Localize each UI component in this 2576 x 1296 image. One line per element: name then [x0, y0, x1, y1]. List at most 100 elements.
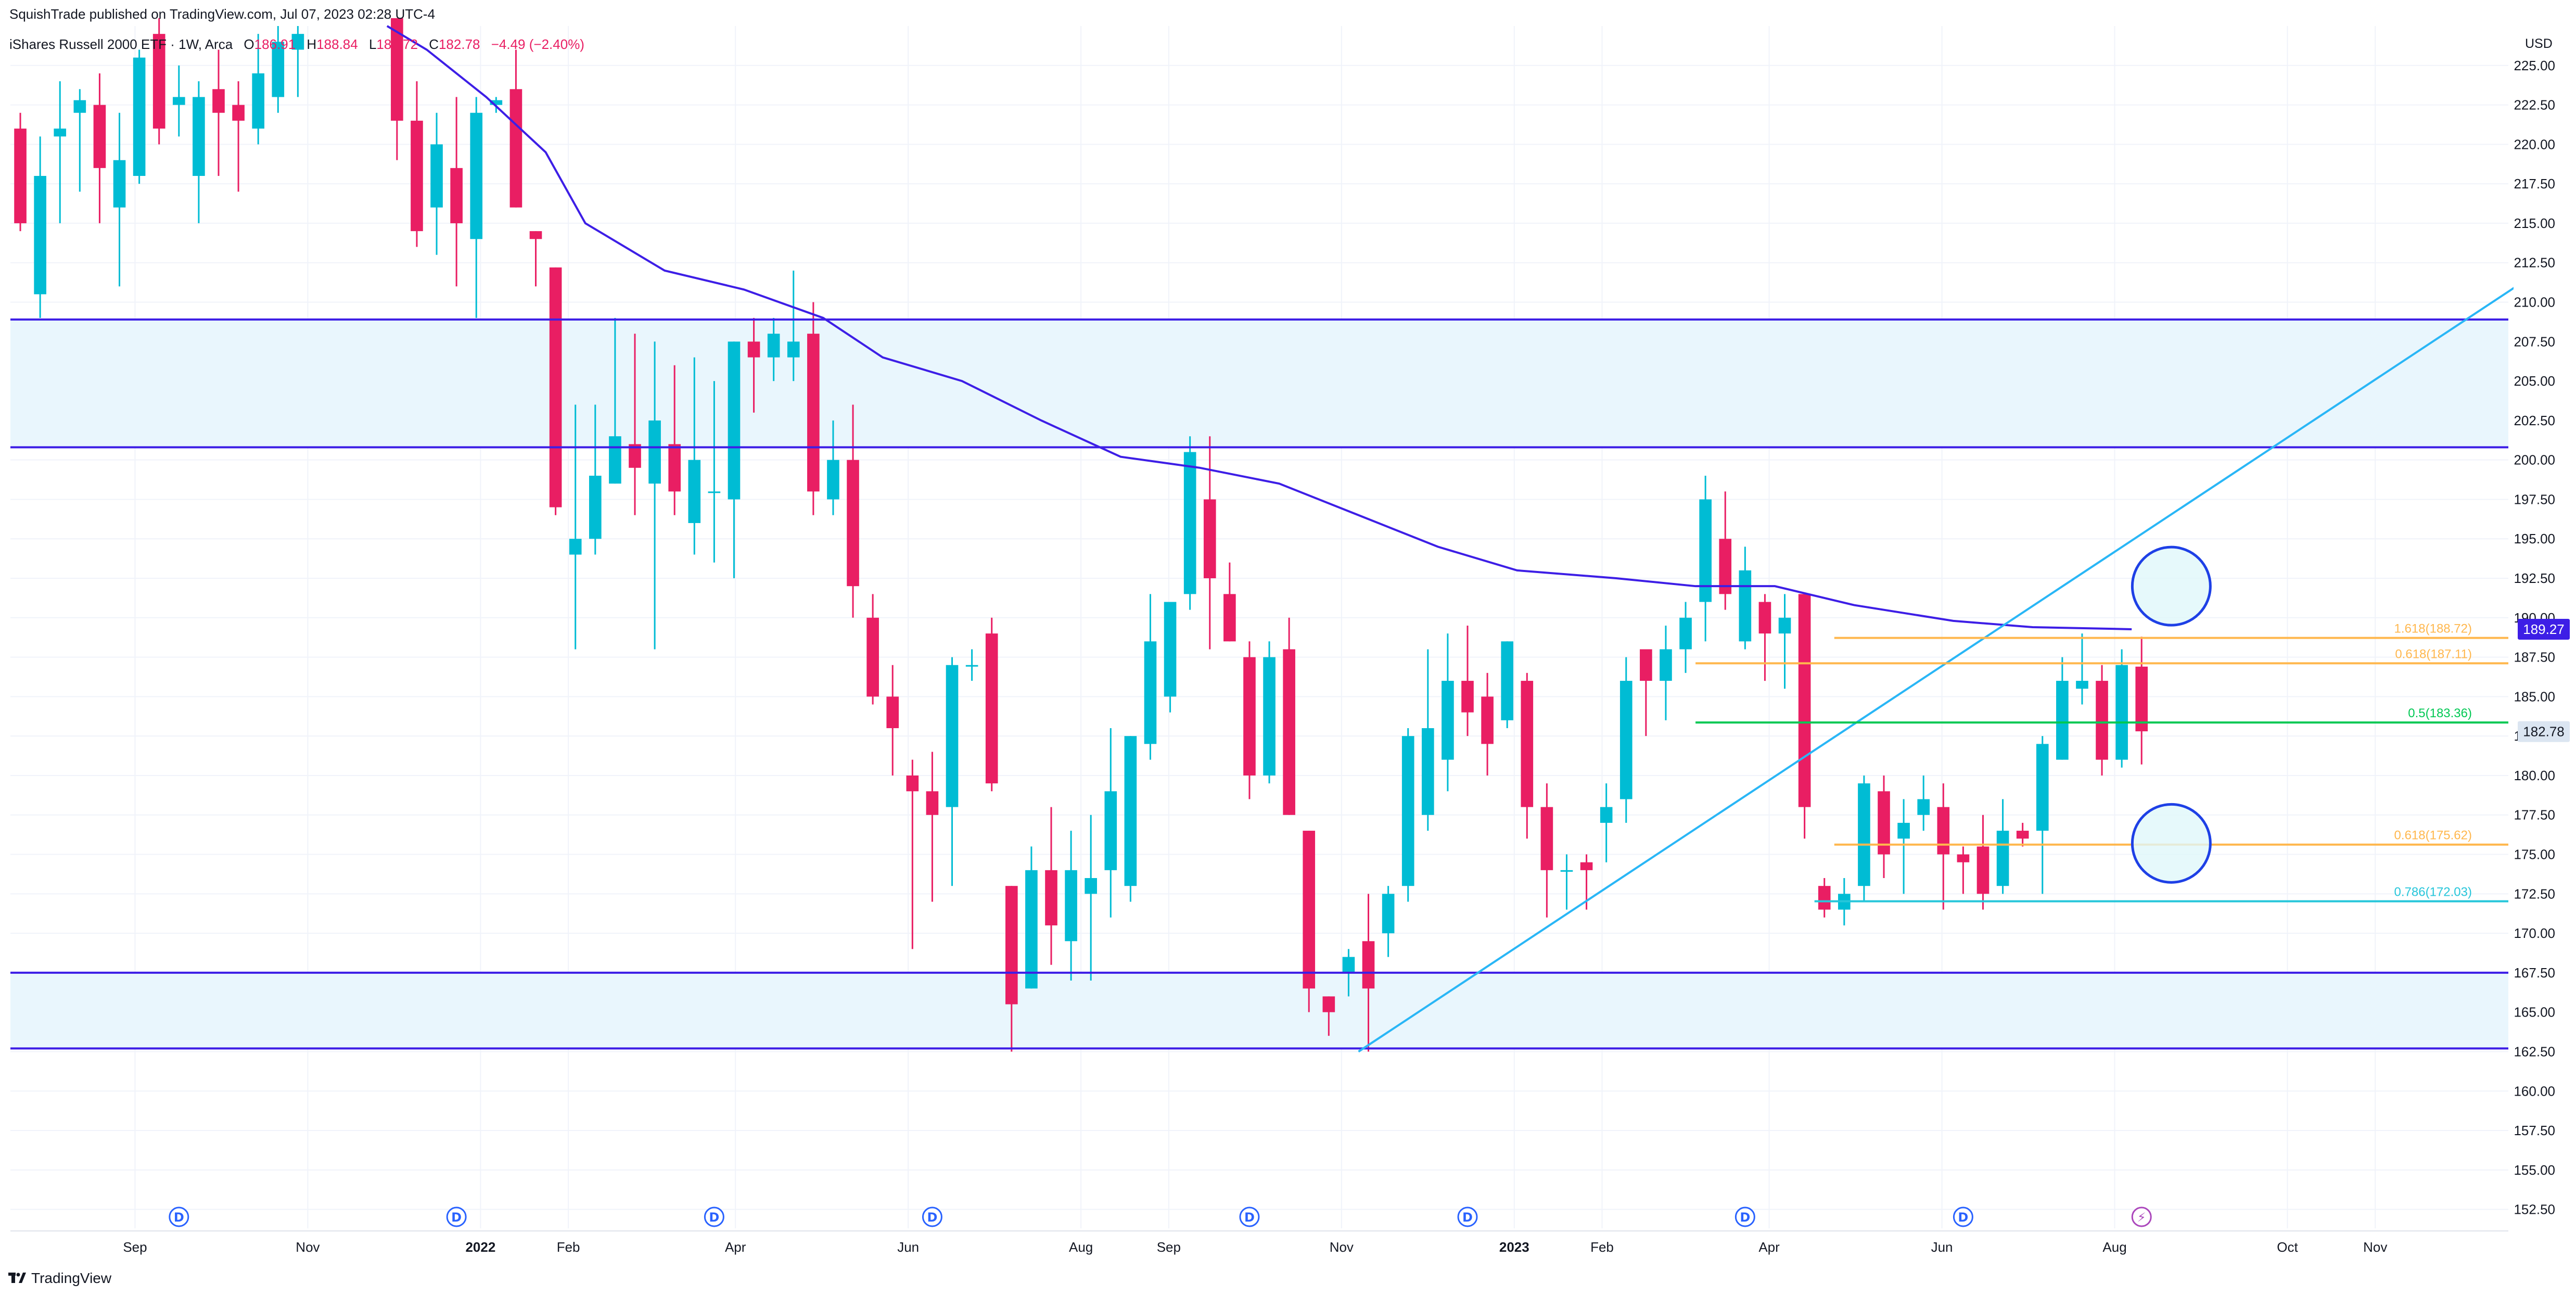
candle — [252, 34, 264, 145]
tradingview-brand: TradingView — [31, 1270, 112, 1286]
earnings-event-icon[interactable]: ⚡ — [2131, 1206, 2152, 1227]
candle — [2135, 637, 2148, 765]
dividend-event-icon[interactable]: D — [169, 1206, 189, 1227]
candle-body — [450, 168, 463, 223]
candle-body — [1342, 957, 1355, 973]
tradingview-footer[interactable]: TradingView — [8, 1270, 111, 1287]
moving-average-line — [386, 25, 2132, 630]
candle — [1223, 562, 1236, 642]
candle — [73, 89, 86, 192]
fib-level-label: 1.618(188.72) — [2394, 622, 2472, 636]
candle-body — [1897, 822, 1910, 839]
event-marker — [1457, 1206, 1478, 1227]
candle — [1778, 594, 1791, 689]
candle-body — [173, 97, 185, 105]
candle-body — [1005, 886, 1018, 1005]
candle — [985, 617, 998, 792]
price-tick-label: 167.50 — [2514, 965, 2555, 981]
candle — [767, 317, 780, 382]
candle-body — [1303, 831, 1316, 989]
price-label-text: 182.78 — [2523, 724, 2565, 740]
dividend-event-icon[interactable]: D — [1735, 1206, 1755, 1227]
candle-body — [728, 341, 741, 500]
candle-body — [807, 334, 820, 492]
event-label: D — [709, 1210, 719, 1225]
symbol-legend: iShares Russell 2000 ETF · 1W, Arca O186… — [9, 36, 584, 53]
candle — [807, 302, 820, 515]
event-label: D — [927, 1210, 937, 1225]
candle-body — [272, 42, 285, 97]
candle-body — [708, 491, 721, 493]
price-tick-label: 202.50 — [2514, 413, 2555, 428]
price-tick-label: 197.50 — [2514, 491, 2555, 507]
candle-body — [1124, 736, 1137, 886]
candle — [1065, 831, 1077, 981]
candle-body — [648, 420, 661, 484]
candle — [965, 649, 978, 681]
high-label: H — [307, 36, 317, 52]
time-tick-label: 2022 — [465, 1239, 495, 1255]
candle — [2076, 633, 2088, 705]
dividend-event-icon[interactable]: D — [1457, 1206, 1478, 1227]
dividend-event-icon[interactable]: D — [1239, 1206, 1260, 1227]
event-marker — [2131, 1206, 2152, 1227]
candle — [1283, 617, 1295, 815]
price-tick-label: 207.50 — [2514, 334, 2555, 349]
candle-body — [2135, 666, 2148, 732]
candle — [152, 18, 165, 145]
candle — [549, 267, 562, 515]
time-tick-label: Sep — [123, 1239, 147, 1255]
candle — [193, 81, 205, 223]
candle-body — [212, 89, 225, 113]
price-tick-label: 195.00 — [2514, 531, 2555, 547]
event-label: ⚡ — [2137, 1210, 2146, 1225]
candle-body — [1719, 539, 1732, 594]
time-tick-label: 2023 — [1499, 1239, 1529, 1255]
candle-body — [1025, 870, 1038, 989]
candle-body — [1481, 696, 1494, 744]
candle-body — [34, 175, 46, 295]
candle — [1996, 799, 2009, 894]
event-marker — [1239, 1206, 1260, 1227]
candle — [1878, 775, 1890, 879]
price-tick-label: 222.50 — [2514, 97, 2555, 113]
candle-body — [470, 112, 483, 239]
candle — [1521, 672, 1534, 839]
candle — [589, 404, 602, 555]
dividend-event-icon[interactable]: D — [1953, 1206, 1973, 1227]
price-tick-label: 215.00 — [2514, 215, 2555, 231]
candle-body — [827, 460, 839, 500]
candle — [1897, 799, 1910, 894]
candle — [1758, 594, 1771, 681]
candle — [728, 341, 741, 579]
candle-body — [1758, 602, 1771, 634]
candle-body — [609, 436, 621, 484]
candle — [1619, 657, 1633, 823]
dividend-event-icon[interactable]: D — [446, 1206, 467, 1227]
time-tick-label: Nov — [1330, 1239, 1354, 1255]
candle-body — [232, 105, 245, 121]
event-label: D — [174, 1210, 184, 1225]
candle-body — [629, 444, 641, 468]
candle — [1818, 878, 1831, 918]
event-marker — [169, 1206, 189, 1227]
symbol-name[interactable]: iShares Russell 2000 ETF · 1W, Arca — [9, 36, 233, 52]
candle — [1699, 475, 1712, 642]
dividend-event-icon[interactable]: D — [922, 1206, 942, 1227]
candle-body — [589, 475, 602, 539]
dividend-event-icon[interactable]: D — [704, 1206, 724, 1227]
candle-body — [529, 231, 542, 239]
candle-body — [688, 460, 701, 523]
candle-body — [1183, 452, 1196, 594]
price-tick-label: 200.00 — [2514, 452, 2555, 468]
candle-body — [549, 267, 562, 507]
candle-body — [113, 160, 126, 208]
event-label: D — [1244, 1210, 1255, 1225]
candle-body — [926, 791, 939, 815]
candle-body — [152, 34, 165, 129]
candle — [1025, 846, 1038, 989]
time-tick-label: Jun — [1931, 1239, 1953, 1255]
highlight-circle — [2131, 803, 2212, 884]
candle — [1442, 633, 1454, 792]
